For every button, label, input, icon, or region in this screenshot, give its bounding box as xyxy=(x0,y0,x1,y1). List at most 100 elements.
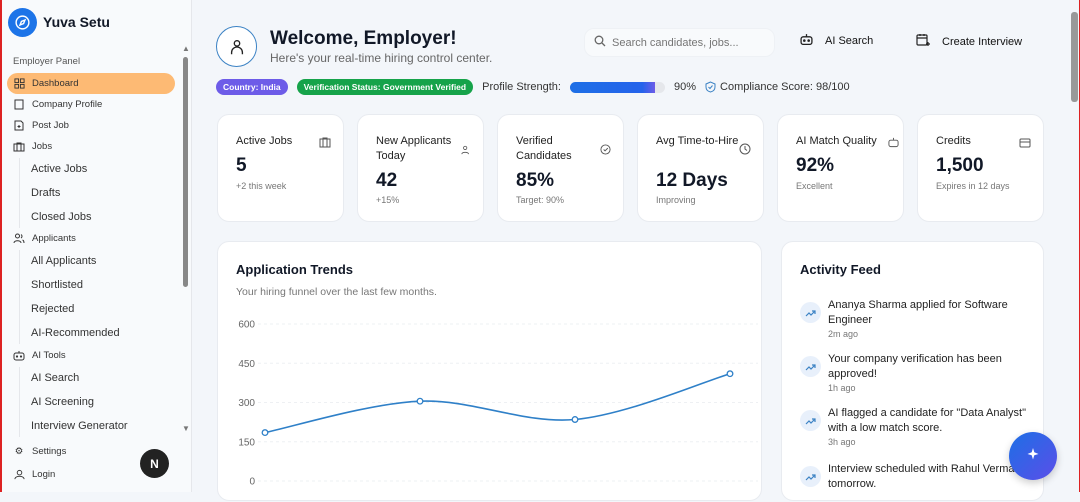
activity-time: 1h ago xyxy=(828,383,856,393)
page-title: Welcome, Employer! xyxy=(270,28,457,49)
sidebar-item-login[interactable]: Login xyxy=(7,464,175,485)
user-icon xyxy=(13,469,25,481)
shield-check-icon xyxy=(705,81,716,93)
create-interview-button[interactable]: Create Interview xyxy=(916,33,1022,50)
sidebar-subitem-active-jobs[interactable]: Active Jobs xyxy=(31,163,88,175)
activity-text: Ananya Sharma applied for Software Engin… xyxy=(828,299,1008,326)
stat-card: AI Match Quality 92% Excellent xyxy=(777,114,904,222)
data-point[interactable] xyxy=(726,370,734,378)
sidebar-item-ai-tools[interactable]: AI Tools xyxy=(7,345,175,366)
stat-label: New Applicants Today xyxy=(376,135,452,162)
sidebar-subitem-closed-jobs[interactable]: Closed Jobs xyxy=(31,211,92,223)
sidebar-subitem-drafts[interactable]: Drafts xyxy=(31,187,61,199)
trending-up-icon xyxy=(800,356,821,377)
sidebar-subitem-all-applicants[interactable]: All Applicants xyxy=(31,255,97,267)
section-label: Employer Panel xyxy=(13,56,81,67)
sidebar-item-applicants[interactable]: Applicants xyxy=(7,228,175,249)
stat-label: Credits xyxy=(936,135,971,147)
sidebar-subitem-shortlisted[interactable]: Shortlisted xyxy=(31,279,83,291)
data-point[interactable] xyxy=(416,397,424,405)
sidebar: Yuva Setu Employer Panel Dashboard Compa… xyxy=(0,0,192,492)
activity-time: 3h ago xyxy=(828,437,856,447)
users-icon xyxy=(461,142,471,160)
divider xyxy=(19,158,20,228)
sidebar-item-label: Dashboard xyxy=(32,78,79,89)
stat-label: Avg Time-to-Hire xyxy=(656,135,739,147)
stat-note: Excellent xyxy=(796,181,833,191)
stat-note: Target: 90% xyxy=(516,195,565,205)
profile-strength-bar xyxy=(569,81,665,93)
button-label: AI Search xyxy=(825,35,874,47)
brand-name: Yuva Setu xyxy=(43,14,110,30)
trends-title: Application Trends xyxy=(236,262,354,277)
scroll-up-arrow[interactable]: ▲ xyxy=(182,44,190,53)
sidebar-subitem-ai-search[interactable]: AI Search xyxy=(31,372,80,384)
search-input[interactable] xyxy=(612,36,762,49)
stat-card: New Applicants Today 42 +15% xyxy=(357,114,484,222)
sidebar-item-company-profile[interactable]: Company Profile xyxy=(7,94,175,115)
scroll-down-arrow[interactable]: ▼ xyxy=(182,424,190,433)
trending-up-icon xyxy=(800,410,821,431)
sidebar-scrollbar[interactable] xyxy=(183,57,188,287)
calendar-plus-icon xyxy=(916,33,930,50)
profile-strength-value: 90% xyxy=(673,81,697,93)
stat-label: AI Match Quality xyxy=(796,135,877,147)
data-point[interactable] xyxy=(261,429,269,437)
application-trends-card: Application Trends Your hiring funnel ov… xyxy=(217,241,762,501)
ai-assistant-button[interactable] xyxy=(1009,432,1057,480)
page-scrollbar[interactable] xyxy=(1071,12,1078,102)
sidebar-item-label: Jobs xyxy=(32,141,53,152)
briefcase-icon xyxy=(13,141,25,153)
stat-card: Verified Candidates 85% Target: 90% xyxy=(497,114,624,222)
divider xyxy=(19,367,20,437)
gear-icon: ⚙ xyxy=(14,446,24,457)
verification-badge: Verification Status: Government Verified xyxy=(296,79,474,95)
country-badge: Country: India xyxy=(216,79,288,95)
status-row: Country: India Verification Status: Gove… xyxy=(216,79,850,95)
file-plus-icon xyxy=(13,120,25,132)
stat-value: 1,500 xyxy=(936,155,984,176)
stat-value: 92% xyxy=(796,155,835,176)
sidebar-item-settings[interactable]: ⚙ Settings xyxy=(7,441,175,462)
search-box[interactable] xyxy=(584,28,775,57)
data-point[interactable] xyxy=(571,416,579,423)
grid-icon xyxy=(13,78,25,90)
check-circle-icon xyxy=(600,142,611,160)
sidebar-subitem-ai-recommended[interactable]: AI-Recommended xyxy=(31,327,120,339)
sidebar-subitem-rejected[interactable]: Rejected xyxy=(31,303,75,315)
activity-text: AI flagged a candidate for "Data Analyst… xyxy=(828,407,1026,434)
activity-text: Your company verification has been appro… xyxy=(828,353,1002,380)
avatar[interactable] xyxy=(216,26,257,67)
stat-note: Expires in 12 days xyxy=(936,181,1010,191)
dev-badge[interactable]: N xyxy=(140,449,169,478)
search-icon xyxy=(594,35,606,50)
clock-icon xyxy=(739,142,751,160)
stat-card: Avg Time-to-Hire 12 Days Improving xyxy=(637,114,764,222)
bot-icon xyxy=(800,33,813,49)
trending-up-icon xyxy=(800,302,821,323)
stat-value: 85% xyxy=(516,170,555,191)
profile-strength-label: Profile Strength: xyxy=(482,81,561,93)
stat-label: Verified Candidates xyxy=(516,135,572,162)
sidebar-subitem-interview-generator[interactable]: Interview Generator xyxy=(31,420,128,432)
sidebar-item-jobs[interactable]: Jobs xyxy=(7,136,175,157)
sidebar-item-label: Login xyxy=(32,469,56,480)
y-tick-label: 600 xyxy=(238,320,255,331)
stat-value: 12 Days xyxy=(656,170,728,191)
feed-title: Activity Feed xyxy=(800,262,881,277)
stat-note: +15% xyxy=(376,195,400,205)
sidebar-item-label: AI Tools xyxy=(32,350,66,361)
sidebar-subitem-ai-screening[interactable]: AI Screening xyxy=(31,396,94,408)
sidebar-item-dashboard[interactable]: Dashboard xyxy=(7,73,175,94)
y-tick-label: 450 xyxy=(238,359,255,370)
sidebar-item-post-job[interactable]: Post Job xyxy=(7,115,175,136)
bot-icon xyxy=(13,350,25,362)
stat-value: 5 xyxy=(236,155,247,176)
stat-value: 42 xyxy=(376,170,398,191)
stat-note: Improving xyxy=(656,195,696,205)
sparkles-icon xyxy=(1026,447,1040,466)
y-tick-label: 300 xyxy=(238,398,255,409)
compliance-text: Compliance Score: 98/100 xyxy=(720,81,850,93)
sidebar-item-label: Post Job xyxy=(32,120,69,131)
ai-search-button[interactable]: AI Search xyxy=(800,33,873,49)
